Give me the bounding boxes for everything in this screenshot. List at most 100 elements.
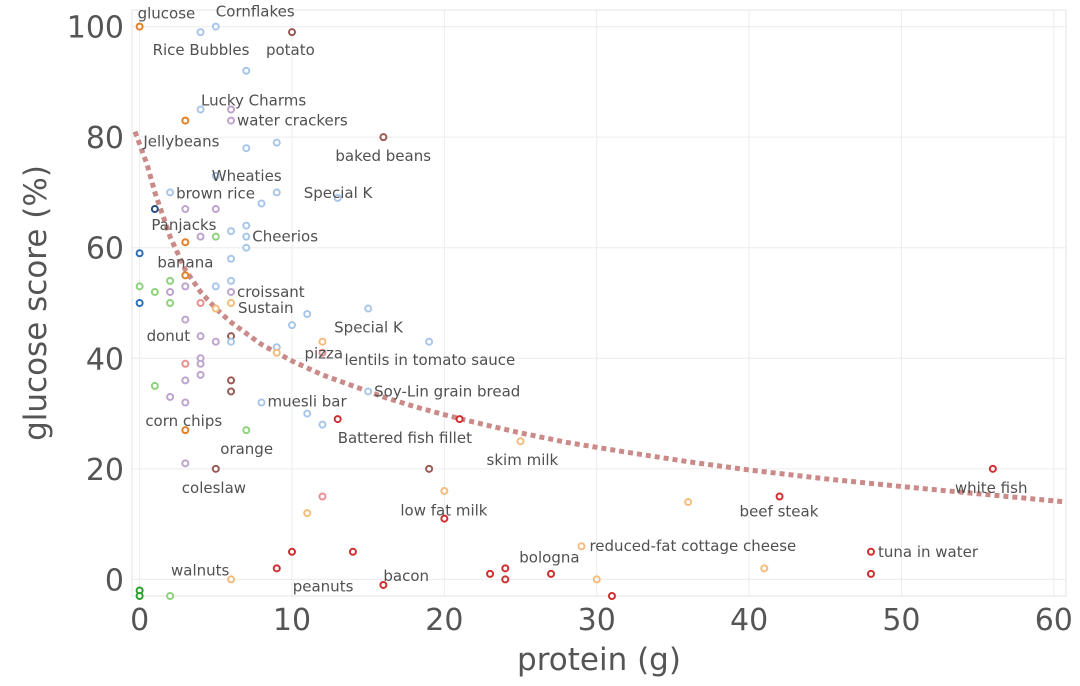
data-point [775, 492, 784, 501]
data-point [379, 580, 388, 589]
data-point [181, 205, 190, 214]
data-point [501, 564, 510, 573]
data-point [988, 464, 997, 473]
data-point [227, 276, 236, 285]
data-point [257, 398, 266, 407]
data-point [227, 376, 236, 385]
data-point [364, 387, 373, 396]
data-point [211, 337, 220, 346]
data-point [135, 299, 144, 307]
point-label: lentils in tomato sauce [344, 351, 515, 369]
data-point [196, 28, 205, 37]
data-point [166, 392, 175, 401]
y-axis-title: glucose score (%) [18, 165, 54, 441]
data-point [135, 249, 144, 258]
data-point [272, 348, 281, 357]
point-label: Rice Bubbles [153, 41, 250, 59]
data-point [166, 188, 175, 197]
y-tick-label: 80 [86, 121, 124, 156]
data-point [150, 205, 159, 214]
point-label: Special K [304, 184, 374, 202]
data-point [181, 426, 190, 435]
y-tick-labels: 0 20 40 60 80 100 [67, 11, 124, 599]
data-point [866, 569, 875, 578]
data-point [242, 426, 251, 435]
data-point [242, 243, 251, 252]
data-point [303, 409, 312, 418]
data-point [516, 437, 525, 446]
data-point [135, 282, 144, 291]
x-tick-label: 0 [130, 603, 149, 638]
point-label: Soy-Lin grain bread [374, 382, 520, 400]
data-point [181, 238, 190, 247]
data-point [211, 464, 220, 473]
data-point [318, 420, 327, 429]
data-point [227, 287, 236, 296]
data-point [227, 337, 236, 346]
x-tick-label: 20 [425, 603, 463, 638]
x-tick-labels: 0 10 20 30 40 50 60 [130, 603, 1073, 638]
data-point [379, 133, 388, 142]
grid-lines [132, 10, 1066, 596]
data-point [287, 547, 296, 556]
data-point [181, 282, 190, 291]
point-label: white fish [955, 479, 1028, 497]
data-point [227, 575, 236, 584]
data-point [150, 287, 159, 296]
point-label: glucose [138, 5, 196, 23]
data-point [227, 227, 236, 236]
data-point [501, 575, 510, 584]
point-label: muesli bar [268, 393, 348, 411]
data-point [227, 254, 236, 263]
point-label: peanuts [293, 577, 354, 595]
data-point [486, 569, 495, 578]
data-point [303, 310, 312, 319]
data-point [364, 304, 373, 313]
data-point [196, 359, 205, 368]
point-label: coleslaw [182, 479, 246, 497]
data-point [287, 321, 296, 330]
data-point [135, 22, 144, 31]
data-point [211, 22, 220, 31]
data-point [227, 299, 236, 307]
data-point [166, 287, 175, 296]
data-point [425, 337, 434, 346]
point-label: tuna in water [878, 543, 979, 561]
data-point [166, 299, 175, 307]
data-point [181, 271, 190, 280]
data-point [196, 299, 205, 307]
point-label: Wheaties [212, 167, 282, 185]
data-point [196, 370, 205, 379]
data-point [272, 138, 281, 147]
data-point [166, 592, 175, 600]
y-tick-label: 40 [86, 342, 124, 377]
point-label: baked beans [335, 147, 431, 165]
data-point [440, 514, 449, 523]
data-point [318, 348, 327, 357]
point-label: beef steak [740, 502, 819, 520]
data-point [272, 188, 281, 197]
data-point [211, 282, 220, 291]
data-point [211, 232, 220, 241]
data-points [135, 22, 997, 600]
point-label: Lucky Charms [201, 92, 306, 110]
data-point [211, 304, 220, 313]
data-point [577, 542, 586, 551]
data-point [592, 575, 601, 584]
data-point [547, 569, 556, 578]
point-label: Cornflakes [216, 3, 295, 21]
data-point [181, 359, 190, 368]
data-point [227, 387, 236, 396]
data-point [242, 66, 251, 75]
point-label: Battered fish fillet [338, 429, 472, 447]
x-tick-label: 50 [882, 603, 920, 638]
point-label: bologna [519, 548, 579, 566]
y-tick-label: 60 [86, 232, 124, 267]
data-point [318, 492, 327, 501]
point-label: Special K [334, 319, 404, 337]
data-point [181, 398, 190, 407]
data-point [607, 592, 616, 600]
data-point [287, 28, 296, 37]
data-point [455, 415, 464, 424]
data-point [333, 193, 342, 202]
